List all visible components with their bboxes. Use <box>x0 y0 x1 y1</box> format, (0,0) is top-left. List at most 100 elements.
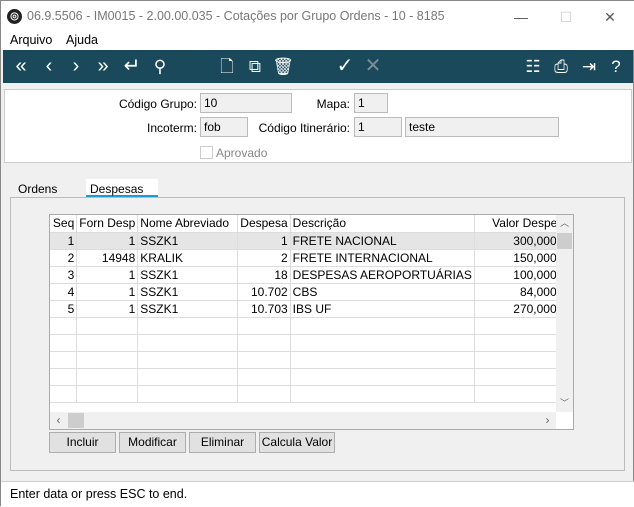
table-cell <box>137 368 238 386</box>
table-cell: 1 <box>76 283 139 301</box>
table-cell <box>50 317 78 335</box>
tab-despesas[interactable]: Despesas <box>86 179 158 198</box>
close-button[interactable]: ✕ <box>604 9 616 25</box>
aprovado-label: Aprovado <box>216 146 268 160</box>
table-cell: FRETE INTERNACIONAL <box>290 249 475 267</box>
col-nome-abreviado[interactable]: Nome Abreviado <box>137 215 238 233</box>
table-cell: 14948 <box>76 249 139 267</box>
table-cell: 1 <box>50 232 78 250</box>
col-forn-desp[interactable]: Forn Desp <box>76 215 139 233</box>
search-icon[interactable]: ⚲ <box>153 57 167 76</box>
previous-icon[interactable]: ‹ <box>45 55 53 77</box>
confirm-icon[interactable]: ✓ <box>336 55 354 77</box>
table-row[interactable] <box>50 317 574 335</box>
table-cell: CBS <box>290 283 475 301</box>
col-seq[interactable]: Seq <box>50 215 78 233</box>
table-cell <box>290 334 475 352</box>
minimize-button[interactable]: — <box>514 9 528 25</box>
toolbar: « ‹ › » ↵ ⚲ 🗋 ⧉ 🗑 ✓ ✕ ☷ ⎙ ⇥ ? <box>3 50 633 83</box>
table-cell: SSZK1 <box>137 266 238 284</box>
table-cell: 18 <box>237 266 291 284</box>
return-icon[interactable]: ↵ <box>123 55 141 77</box>
table-cell: 300,00000 <box>474 232 574 250</box>
scroll-right-icon[interactable]: › <box>545 413 550 427</box>
table-cell: 3 <box>50 266 78 284</box>
modificar-button[interactable]: Modificar <box>119 432 186 453</box>
table-cell: 270,00000 <box>474 300 574 318</box>
eliminar-button[interactable]: Eliminar <box>189 432 256 453</box>
table-row[interactable] <box>50 351 574 369</box>
cancel-icon[interactable]: ✕ <box>364 55 382 77</box>
table-cell <box>50 385 78 403</box>
calcula-valor-button[interactable]: Calcula Valor <box>259 432 335 453</box>
table-cell: SSZK1 <box>137 232 238 250</box>
scroll-up-icon[interactable]: ︿ <box>559 218 569 228</box>
menu-arquivo[interactable]: Arquivo <box>10 33 53 47</box>
help-icon[interactable]: ? <box>611 57 621 76</box>
table-cell <box>237 385 291 403</box>
despesas-grid: Seq Forn Desp Nome Abreviado Despesa Des… <box>49 214 574 430</box>
table-cell <box>290 368 475 386</box>
next-icon[interactable]: › <box>72 55 80 77</box>
new-icon[interactable]: 🗋 <box>220 57 234 76</box>
table-cell <box>137 351 238 369</box>
table-row[interactable]: 5 1 SSZK1 10.703 IBS UF 270,00000 <box>50 300 574 318</box>
table-cell <box>237 368 291 386</box>
table-row[interactable] <box>50 368 574 386</box>
incoterm-label: Incoterm: <box>146 121 197 135</box>
copy-icon[interactable]: ⧉ <box>248 57 262 76</box>
col-descricao[interactable]: Descrição <box>290 215 475 233</box>
itinerario-field[interactable]: 1 <box>354 117 402 137</box>
vertical-scroll-thumb[interactable] <box>557 233 572 249</box>
mapa-field[interactable]: 1 <box>354 93 388 113</box>
menu-ajuda[interactable]: Ajuda <box>66 33 98 47</box>
table-cell: SSZK1 <box>137 300 238 318</box>
title-bar: ◎ 06.9.5506 - IM0015 - 2.00.00.035 - Cot… <box>1 1 634 33</box>
table-row[interactable]: 2 14948 KRALIK 2 FRETE INTERNACIONAL 150,0000… <box>50 249 574 267</box>
table-row[interactable]: 3 1 SSZK1 18 DESPESAS AEROPORTUÁRIAS 100,0000… <box>50 266 574 284</box>
table-cell <box>76 368 139 386</box>
vertical-scrollbar[interactable]: ︿ ﹀ <box>556 215 573 412</box>
table-cell: 1 <box>76 232 139 250</box>
table-cell <box>76 317 139 335</box>
first-icon[interactable]: « <box>15 55 27 77</box>
itinerario-desc-field: teste <box>405 117 559 137</box>
table-cell <box>76 334 139 352</box>
table-row[interactable]: 1 1 SSZK1 1 FRETE NACIONAL 300,00000 <box>50 232 574 250</box>
table-cell: 1 <box>237 232 291 250</box>
table-cell: 10.702 <box>237 283 291 301</box>
col-valor-despesa[interactable]: Valor Despesa <box>474 215 574 233</box>
horizontal-scroll-thumb[interactable] <box>68 413 84 428</box>
table-cell <box>76 385 139 403</box>
table-cell: 4 <box>50 283 78 301</box>
exit-icon[interactable]: ⇥ <box>581 57 597 76</box>
table-cell: 10.703 <box>237 300 291 318</box>
print-icon[interactable]: ⎙ <box>554 57 568 76</box>
table-cell: KRALIK <box>137 249 238 267</box>
incluir-button[interactable]: Incluir <box>49 432 116 453</box>
col-despesa[interactable]: Despesa <box>237 215 291 233</box>
last-icon[interactable]: » <box>97 55 109 77</box>
codigo-grupo-field[interactable]: 10 <box>200 93 292 113</box>
table-row[interactable] <box>50 334 574 352</box>
despesas-table: Seq Forn Desp Nome Abreviado Despesa Des… <box>50 215 574 403</box>
table-cell: 2 <box>237 249 291 267</box>
tree-icon[interactable]: ☷ <box>525 57 541 76</box>
scroll-down-icon[interactable]: ﹀ <box>559 398 569 408</box>
menu-bar: Arquivo Ajuda <box>1 33 634 50</box>
incoterm-field[interactable]: fob <box>200 117 248 137</box>
table-cell: 1 <box>76 266 139 284</box>
table-cell: FRETE NACIONAL <box>290 232 475 250</box>
itinerario-label: Código Itinerário: <box>258 121 350 135</box>
table-cell: 1 <box>76 300 139 318</box>
horizontal-scrollbar[interactable]: ‹ › <box>50 412 556 429</box>
table-cell <box>237 351 291 369</box>
table-row[interactable] <box>50 385 574 403</box>
maximize-button[interactable]: ☐ <box>559 9 573 25</box>
aprovado-checkbox[interactable] <box>200 146 213 159</box>
tab-ordens[interactable]: Ordens <box>18 182 58 196</box>
table-row[interactable]: 4 1 SSZK1 10.702 CBS 84,00000 <box>50 283 574 301</box>
table-cell <box>76 351 139 369</box>
scroll-left-icon[interactable]: ‹ <box>56 413 61 427</box>
delete-icon[interactable]: 🗑 <box>272 57 294 76</box>
